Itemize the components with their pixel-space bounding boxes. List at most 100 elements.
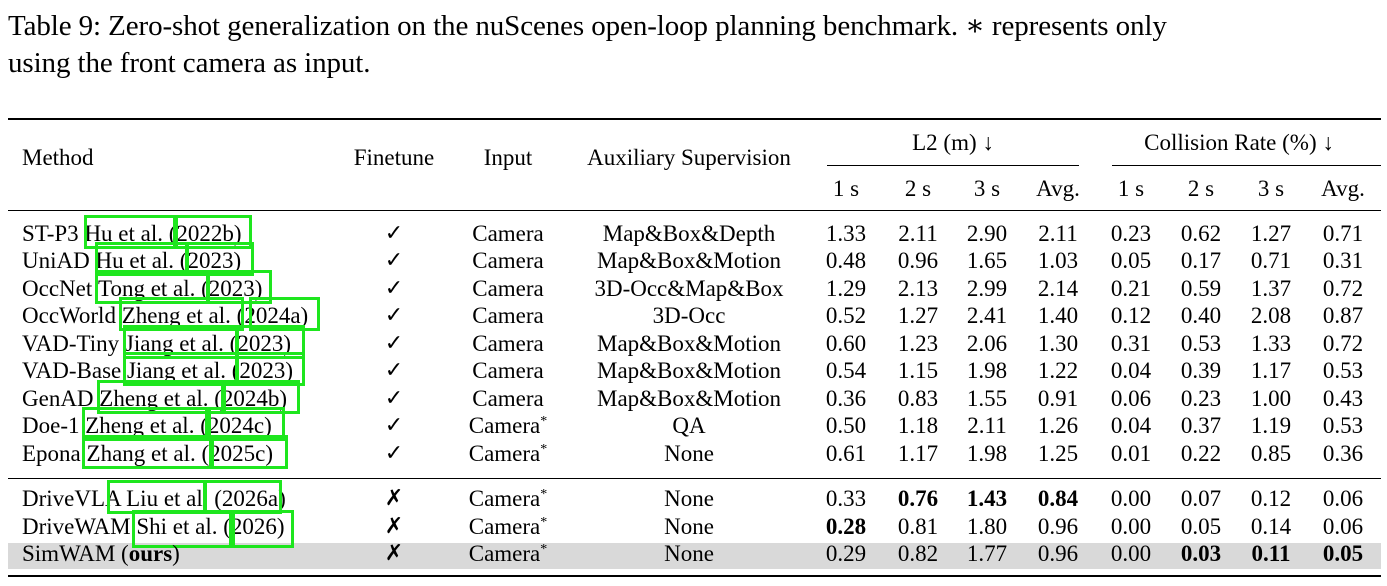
input-cell: Camera [472,248,544,274]
method-name: SimWAM ( [22,541,129,566]
collision-value: 0.11 [1251,541,1291,566]
citation-author-link[interactable]: Zhang et al. [86,441,196,466]
input-label: Camera [472,248,544,273]
input-cell: Camera* [469,541,548,567]
citation-author-link[interactable]: Tong et al. [98,276,196,301]
finetune-mark: ✗ [384,514,404,539]
auxiliary-supervision-cell: Map&Box&Depth [602,221,776,246]
l2-group-rule [827,165,1079,166]
citation-author-box [123,325,239,359]
citation-author-box [82,435,214,469]
method-cell: ST-P3 Hu et al. (2022b) [22,221,242,247]
auxiliary-supervision-cell: None [664,486,714,511]
input-label: Camera [472,331,544,356]
citation-author-link[interactable]: Zheng et al. [85,413,195,438]
input-cell: Camera* [469,486,548,512]
citation-year-box [204,480,282,514]
collision-value: 1.17 [1250,358,1292,383]
collision-value: 0.72 [1322,276,1364,301]
auxiliary-supervision-cell: None [664,441,714,466]
citation-author-link[interactable]: Hu et al. [95,248,175,273]
method-name: OccNet [22,276,93,301]
l2-value: 0.54 [825,358,867,383]
method-name-tail: ) [172,541,180,566]
collision-value: 0.22 [1180,441,1222,466]
citation-author-link[interactable]: Jiang et al. [126,358,226,383]
input-label: Camera [472,221,544,246]
header-l2: L2 (m) ↓ [912,130,994,155]
citation-year-box [206,270,272,304]
citation-author-link[interactable]: Zheng et al. [99,386,209,411]
citation-year-link[interactable]: (2026a) [214,486,286,511]
l2-value: 0.29 [825,541,867,566]
l2-value: 1.17 [897,441,939,466]
citation-author-link[interactable]: Shi et al. [136,514,218,539]
finetune-mark: ✗ [384,486,404,511]
citation-author-link[interactable]: Hu et al. [84,221,163,246]
collision-value: 0.85 [1250,441,1292,466]
finetune-mark: ✓ [384,331,404,356]
method-cell: OccWorld Zheng et al. (2024a) [22,303,308,329]
header-finetune: Finetune [353,145,435,170]
l2-value: 0.76 [897,486,939,511]
citation-year-box [235,352,305,386]
collision-value: 1.27 [1250,221,1292,246]
citation-year-link[interactable]: (2025c) [201,441,274,466]
group-separator-rule [8,478,1381,479]
collision-value: 0.43 [1322,386,1364,411]
collision-value: 0.53 [1180,331,1222,356]
collision-value: 0.21 [1110,276,1152,301]
header-rule [8,210,1381,211]
collision-value: 0.37 [1180,413,1222,438]
input-label: Camera [472,358,544,383]
collision-value: 0.14 [1250,514,1292,539]
collision-value: 0.05 [1180,514,1222,539]
collision-value: 0.17 [1180,248,1222,273]
l2-value: 1.33 [825,221,867,246]
collision-value: 1.19 [1250,413,1292,438]
collision-value: 0.31 [1110,331,1152,356]
citation-author-link[interactable]: Jiang et al. [124,331,224,356]
citation-year-link[interactable]: (2022b) [168,221,242,246]
finetune-mark: ✓ [384,441,404,466]
collision-value: 0.04 [1110,358,1152,383]
citation-year-link[interactable]: (2023) [201,276,263,301]
collision-value: 0.06 [1322,486,1364,511]
citation-year-link[interactable]: (2023) [179,248,242,273]
citation-year-box [185,242,254,276]
collision-value: 0.72 [1322,331,1364,356]
subheader-l2-2: 2 s [904,176,932,201]
collision-value: 0.40 [1180,303,1222,328]
subheader-collision-2: 2 s [1187,176,1215,201]
citation-year-box [208,407,285,441]
collision-value: 0.62 [1180,221,1222,246]
l2-value: 1.98 [966,441,1008,466]
l2-value: 1.23 [897,331,939,356]
citation-year-link[interactable]: (2024a) [236,303,309,328]
collision-value: 0.00 [1110,514,1152,539]
method-name: ST-P3 [22,221,79,246]
citation-author-link[interactable]: Liu et al. [126,486,209,511]
l2-value: 1.40 [1037,303,1079,328]
citation-year-link[interactable]: (2026) [223,514,285,539]
l2-value: 0.48 [825,248,867,273]
l2-value: 2.41 [966,303,1008,328]
auxiliary-supervision-cell: None [664,541,714,566]
method-cell: VAD-Tiny Jiang et al. (2023) [22,331,291,357]
citation-year-link[interactable]: (2024c) [200,413,272,438]
citation-author-link[interactable]: Zheng et al. [121,303,231,328]
citation-year-link[interactable]: (2023) [229,331,291,356]
method-cell: DriveWAM Shi et al. (2026) [22,514,285,540]
collision-value: 1.37 [1250,276,1292,301]
l2-value: 0.61 [825,441,867,466]
collision-value: 0.53 [1322,358,1364,383]
citation-year-link[interactable]: (2023) [231,358,294,383]
subheader-collision-4: Avg. [1321,176,1365,201]
front-camera-asterisk: * [540,442,548,457]
citation-year-link[interactable]: (2024b) [214,386,288,411]
l2-value: 2.99 [966,276,1008,301]
input-label: Camera [468,514,541,539]
input-cell: Camera* [469,413,548,439]
front-camera-asterisk: * [540,515,548,530]
l2-value: 1.03 [1037,248,1079,273]
